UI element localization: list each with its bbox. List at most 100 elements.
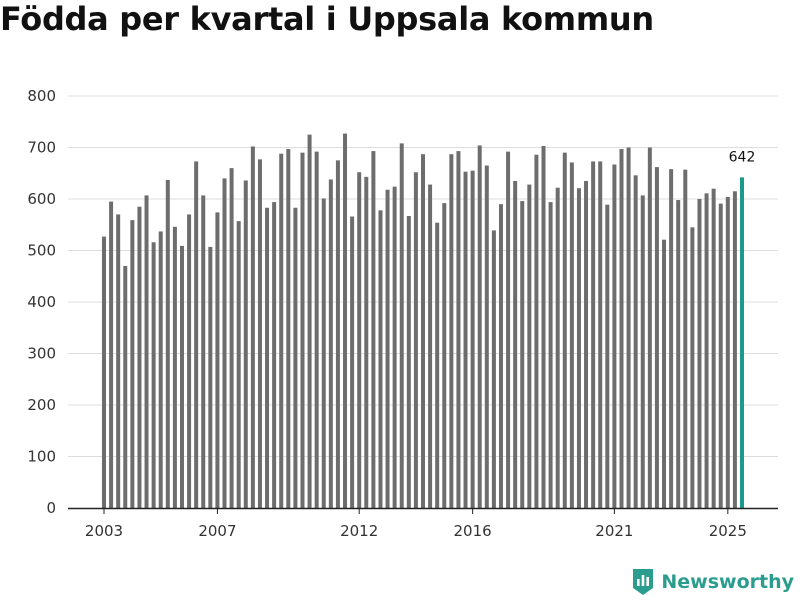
bar	[435, 222, 440, 508]
bar	[165, 179, 170, 508]
bar	[144, 195, 149, 508]
bar	[697, 199, 702, 508]
bar	[683, 169, 688, 508]
bar	[116, 214, 121, 508]
newsworthy-logo-icon	[633, 569, 654, 595]
bar	[250, 146, 255, 508]
bar	[647, 147, 652, 508]
x-axis: 2003 2007 2012 2016 2021 2025	[68, 507, 778, 540]
bars	[102, 133, 744, 509]
bar	[293, 207, 298, 508]
y-tick-label: 400	[27, 293, 56, 311]
bar	[463, 171, 468, 508]
bar	[307, 134, 312, 509]
bar	[598, 161, 603, 508]
bar	[506, 151, 511, 508]
bar	[179, 245, 184, 508]
bar	[449, 154, 454, 508]
bar	[718, 203, 723, 508]
bar	[605, 204, 610, 509]
bar	[172, 226, 177, 508]
bar	[350, 216, 355, 508]
bar	[208, 246, 213, 508]
x-tick-label: 2016	[454, 522, 492, 540]
bar	[534, 154, 539, 508]
y-tick-label: 100	[27, 448, 56, 466]
bar	[257, 159, 262, 508]
chart-title: Födda per kvartal i Uppsala kommun	[0, 0, 654, 38]
bar	[548, 202, 553, 508]
bar	[669, 169, 674, 508]
bar	[158, 231, 163, 508]
bar	[357, 172, 362, 508]
bar	[711, 188, 716, 508]
bar	[335, 160, 340, 509]
y-axis: 0 100 200 300 400 500 600 700 800	[27, 87, 56, 517]
y-tick-label: 800	[27, 87, 56, 105]
bar	[619, 149, 624, 509]
bar	[470, 170, 475, 508]
bar	[732, 191, 737, 508]
bar	[279, 153, 284, 508]
bar	[626, 147, 631, 508]
data-label-last: 642	[729, 149, 756, 165]
bar	[477, 145, 482, 508]
bar	[151, 242, 156, 508]
bar	[243, 180, 248, 508]
y-tick-label: 0	[46, 499, 56, 517]
bar	[442, 203, 447, 508]
bar	[527, 184, 532, 508]
bar	[520, 201, 525, 508]
bar	[676, 200, 681, 508]
bar	[576, 188, 581, 508]
y-tick-label: 200	[27, 396, 56, 414]
y-tick-label: 600	[27, 190, 56, 208]
x-tick-label: 2025	[709, 522, 747, 540]
bar	[286, 149, 291, 509]
bar	[725, 196, 730, 508]
bar	[265, 207, 270, 508]
bar	[187, 214, 192, 508]
bar	[513, 180, 518, 509]
x-tick-label: 2021	[595, 522, 633, 540]
bar	[399, 143, 404, 508]
bar	[215, 212, 220, 508]
newsworthy-logo[interactable]: Newsworthy	[631, 568, 794, 596]
bar	[491, 230, 496, 509]
bar	[562, 152, 567, 508]
bar	[102, 236, 106, 508]
bar	[392, 186, 397, 508]
x-tick-label: 2007	[198, 522, 236, 540]
bar	[654, 167, 659, 508]
x-tick-label: 2003	[85, 522, 123, 540]
bar	[555, 187, 560, 509]
bar	[704, 193, 709, 508]
bar	[343, 133, 348, 508]
bar	[584, 180, 589, 509]
bar	[428, 184, 433, 508]
bar	[569, 162, 574, 508]
bar	[385, 189, 390, 509]
bar	[541, 145, 546, 508]
bar	[130, 220, 135, 508]
bar	[109, 201, 114, 508]
bar	[421, 154, 425, 508]
bar	[194, 161, 199, 508]
bar	[314, 151, 319, 508]
bar	[321, 198, 326, 509]
bar	[406, 216, 411, 508]
bar	[137, 206, 142, 509]
bar	[229, 168, 234, 508]
bar	[413, 172, 418, 508]
bar	[662, 239, 667, 508]
bar	[640, 195, 645, 508]
x-tick-label: 2012	[340, 522, 378, 540]
bar	[498, 204, 503, 508]
bar	[591, 161, 596, 508]
bar	[484, 165, 489, 508]
bar	[690, 227, 695, 508]
bar	[272, 202, 277, 508]
bar	[364, 176, 369, 509]
bar	[612, 164, 617, 508]
